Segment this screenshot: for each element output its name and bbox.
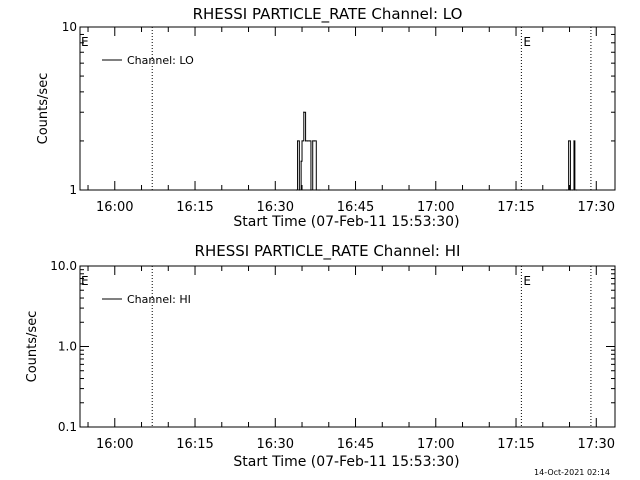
chart1-corner-marker-label: E	[81, 274, 89, 288]
chart1-x-tick-label: 17:00	[417, 437, 454, 452]
chart0-series-0-point	[298, 189, 300, 191]
chart0-x-tick-label: 16:00	[96, 200, 133, 215]
chart0-x-tick-label: 16:45	[337, 200, 374, 215]
chart0-series-0-point	[310, 189, 312, 191]
chart0-series-0-point	[571, 189, 573, 191]
chart0-x-tick-label: 17:15	[497, 200, 534, 215]
chart0-series-0-point	[312, 140, 314, 142]
chart0-series-0-point	[568, 140, 570, 142]
chart0-x-tick-label: 17:30	[578, 200, 615, 215]
chart1-y-tick-label: 10.0	[50, 259, 77, 273]
chart1-x-tick-label: 16:30	[257, 437, 294, 452]
chart0-series-0-point	[306, 140, 308, 142]
chart0-x-tick-label: 16:30	[257, 200, 294, 215]
chart0-series-0-point	[569, 189, 572, 191]
chart1-x-tick-label: 17:15	[497, 437, 534, 452]
chart0-series-0-trace	[566, 140, 577, 191]
chart0-series-0-point	[313, 140, 316, 142]
chart1-x-tick-label: 16:45	[337, 437, 374, 452]
chart0-series-0-point	[300, 160, 302, 162]
chart0-series-0-point	[304, 140, 307, 142]
chart0-title: RHESSI PARTICLE_RATE Channel: LO	[193, 5, 463, 24]
chart0-plot-frame	[79, 26, 616, 191]
chart1-x-tick-label: 16:00	[96, 437, 133, 452]
chart0-x-tick-label: 16:15	[176, 200, 213, 215]
chart0-y-axis-label: Counts/sec	[36, 73, 51, 145]
chart0-series-0-point	[319, 189, 321, 191]
chart0-series-0-point	[317, 189, 319, 191]
chart1-legend-label: Channel: HI	[127, 293, 191, 306]
chart1-y-tick-label: 1.0	[58, 340, 77, 354]
chart1-x-tick-label: 16:15	[176, 437, 213, 452]
chart0-series-0-point	[308, 140, 310, 142]
chart1-title: RHESSI PARTICLE_RATE Channel: HI	[195, 242, 461, 261]
chart0-legend-label: Channel: LO	[127, 54, 194, 67]
chart0-series-0-point	[303, 111, 305, 113]
chart0-x-axis-label: Start Time (07-Feb-11 15:53:30)	[233, 214, 459, 230]
chart1-x-axis-label: Start Time (07-Feb-11 15:53:30)	[233, 454, 459, 470]
chart1-y-axis-label: Counts/sec	[25, 311, 40, 383]
chart0-series-0-point	[296, 189, 298, 191]
chart0-series-0-point	[301, 140, 303, 142]
chart0-series-0-point	[573, 140, 575, 142]
chart0-series-0-point	[566, 189, 568, 191]
generation-timestamp: 14-Oct-2021 02:14	[534, 468, 610, 477]
chart0-event-marker-label: E	[523, 35, 531, 49]
chart0-series-0-point	[574, 189, 576, 191]
chart0-y-tick-label: 10	[62, 20, 77, 34]
chart0-series-0-point	[296, 140, 299, 142]
chart1-x-tick-label: 17:30	[578, 437, 615, 452]
chart1-y-tick-label: 0.1	[58, 420, 77, 434]
chart0-series-0-point	[576, 189, 578, 191]
chart0-y-tick-label: 1	[69, 183, 77, 197]
chart1-event-marker-label: E	[523, 274, 531, 288]
chart0-x-tick-label: 17:00	[417, 200, 454, 215]
chart0-series-0-point	[315, 189, 317, 191]
chart1-plot-frame	[79, 265, 616, 428]
chart0-corner-marker-label: E	[81, 35, 89, 49]
chart0-series-0-trace	[296, 111, 320, 191]
